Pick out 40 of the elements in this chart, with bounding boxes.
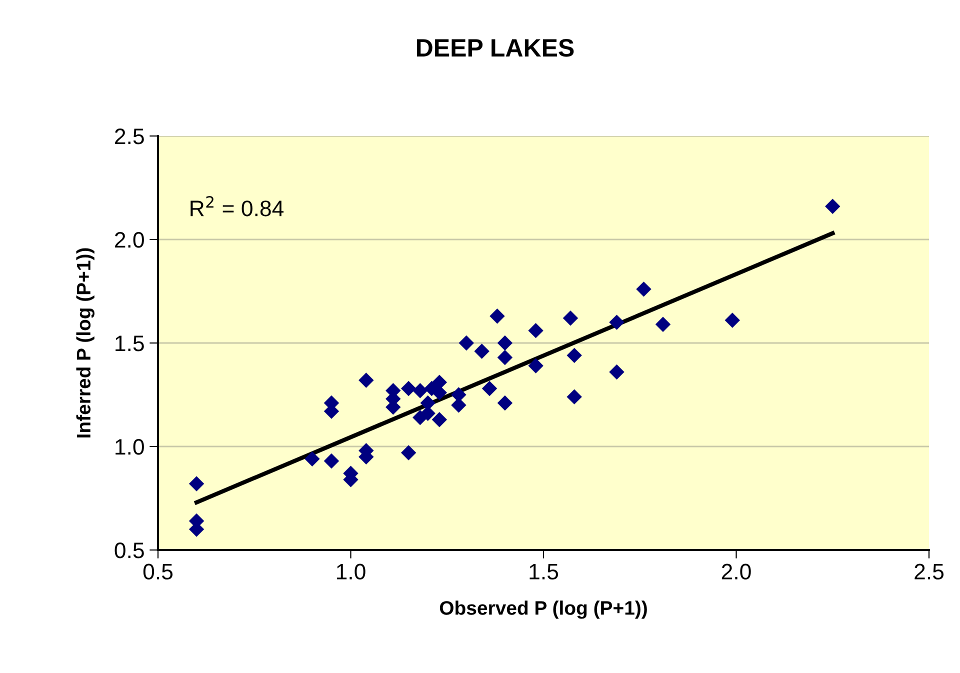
point (655, 316, 671, 332)
point (412, 383, 428, 398)
point (497, 350, 513, 366)
x-tick-label: 2.5 (914, 564, 944, 580)
x-axis-title: Observed P (log (P+1)) (440, 600, 647, 619)
point (324, 453, 340, 469)
point (304, 451, 320, 467)
point (566, 389, 582, 404)
y-tick-label: 2.0 (115, 232, 144, 248)
x-tick-label: 0.5 (143, 564, 173, 580)
point (528, 358, 544, 374)
point (432, 412, 448, 428)
y-tick-label: 0.5 (114, 542, 144, 558)
point (490, 308, 505, 324)
point (825, 198, 840, 214)
point (482, 380, 498, 396)
x-tick-label: 1.0 (337, 564, 366, 580)
y-tick-label: 2.5 (115, 128, 144, 144)
point (609, 364, 624, 380)
point (474, 344, 490, 359)
x-tick-label: 1.5 (530, 564, 558, 580)
point (458, 335, 474, 351)
point (636, 282, 652, 297)
chart-title: DEEP LAKES (417, 39, 574, 57)
y-tick-label: 1.5 (116, 336, 144, 352)
point (497, 335, 513, 351)
x-tick-label: 2.0 (722, 564, 751, 580)
point (497, 395, 513, 411)
y-axis-title: Inferred P (log (P+1)) (76, 248, 94, 438)
annotation: R$^{2}$ = 0.84 (190, 196, 284, 216)
point (528, 322, 544, 338)
point (400, 380, 416, 396)
point (562, 310, 578, 326)
point (566, 348, 582, 364)
point (609, 314, 624, 330)
y-tick-label: 1.0 (116, 439, 144, 455)
point (400, 445, 416, 460)
point (188, 476, 204, 492)
point (724, 312, 740, 328)
point (358, 372, 374, 388)
